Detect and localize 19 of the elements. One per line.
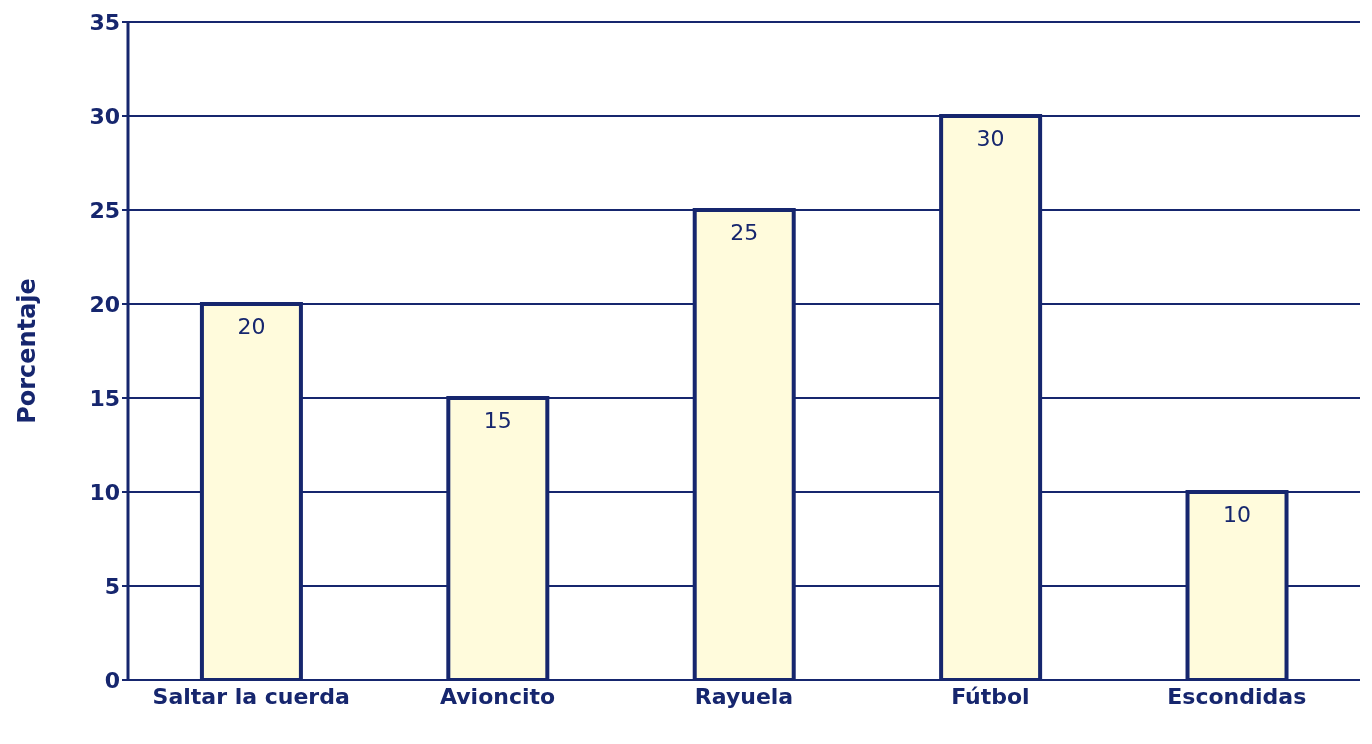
data-label: 10 — [1223, 501, 1252, 527]
y-tick-label: 35 — [89, 9, 120, 35]
x-tick-label: Fútbol — [951, 683, 1030, 709]
y-tick-label: 20 — [89, 291, 120, 317]
y-tick-label: 30 — [89, 103, 120, 129]
x-tick-label: Avioncito — [440, 683, 556, 709]
x-tick-label: Rayuela — [694, 683, 794, 709]
y-tick-label: 10 — [89, 479, 120, 505]
y-tick-label: 5 — [104, 573, 120, 599]
y-axis-title: Porcentaje — [12, 278, 41, 424]
y-tick-label: 25 — [89, 197, 120, 223]
y-tick-label: 0 — [104, 667, 120, 693]
data-label: 30 — [976, 125, 1005, 151]
y-tick-label: 15 — [89, 385, 120, 411]
data-label: 20 — [237, 313, 266, 339]
x-tick-label: Escondidas — [1167, 683, 1307, 709]
data-label: 25 — [730, 219, 759, 245]
x-tick-label: Saltar la cuerda — [152, 683, 350, 709]
data-label: 15 — [483, 407, 512, 433]
